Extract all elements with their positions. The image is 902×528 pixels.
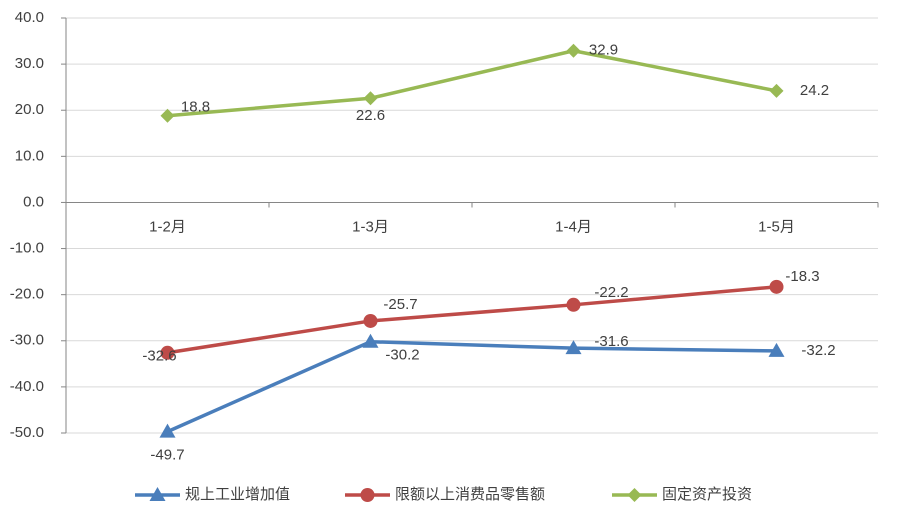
data-label: -31.6 — [594, 333, 628, 350]
y-tick-label: 40.0 — [15, 9, 44, 26]
point — [566, 43, 581, 58]
point — [769, 279, 784, 294]
y-tick-label: 30.0 — [15, 55, 44, 72]
legend-marker — [627, 488, 642, 502]
data-label: -32.6 — [142, 348, 176, 365]
point — [363, 313, 378, 328]
y-tick-label: -30.0 — [10, 332, 44, 349]
legend-label: 限额以上消费品零售额 — [395, 486, 545, 503]
y-tick-label: 20.0 — [15, 101, 44, 118]
legend-label: 规上工业增加值 — [185, 486, 290, 503]
legend-marker — [360, 488, 375, 502]
series-line — [166, 339, 777, 434]
x-tick-label: 1-2月 — [149, 218, 186, 235]
point — [362, 333, 379, 348]
data-label: -49.7 — [150, 447, 184, 464]
x-tick-label: 1-5月 — [758, 218, 795, 235]
point — [159, 423, 176, 438]
data-label: -18.3 — [785, 268, 819, 285]
data-label: 18.8 — [181, 99, 210, 116]
point — [565, 340, 582, 355]
point — [768, 342, 785, 357]
y-tick-label: 10.0 — [15, 147, 44, 164]
legend-label: 固定资产投资 — [662, 486, 752, 503]
data-label: -32.2 — [801, 342, 835, 359]
series-line — [167, 285, 777, 355]
data-label: 24.2 — [800, 82, 829, 99]
y-tick-label: 0.0 — [23, 193, 44, 210]
data-label: 32.9 — [589, 42, 618, 59]
y-tick-label: -40.0 — [10, 378, 44, 395]
point — [160, 108, 175, 123]
y-tick-label: -10.0 — [10, 240, 44, 257]
data-label: -25.7 — [383, 296, 417, 313]
series-line — [167, 48, 777, 118]
y-tick-label: -50.0 — [10, 424, 44, 441]
data-label: -22.2 — [594, 284, 628, 301]
x-tick-label: 1-4月 — [555, 218, 592, 235]
point — [363, 91, 378, 106]
data-label: -30.2 — [385, 347, 419, 364]
legend-marker — [149, 487, 166, 501]
y-tick-label: -20.0 — [10, 286, 44, 303]
x-tick-label: 1-3月 — [352, 218, 389, 235]
point — [566, 297, 581, 312]
point — [160, 345, 175, 360]
point — [769, 83, 784, 98]
data-label: 22.6 — [356, 107, 385, 124]
